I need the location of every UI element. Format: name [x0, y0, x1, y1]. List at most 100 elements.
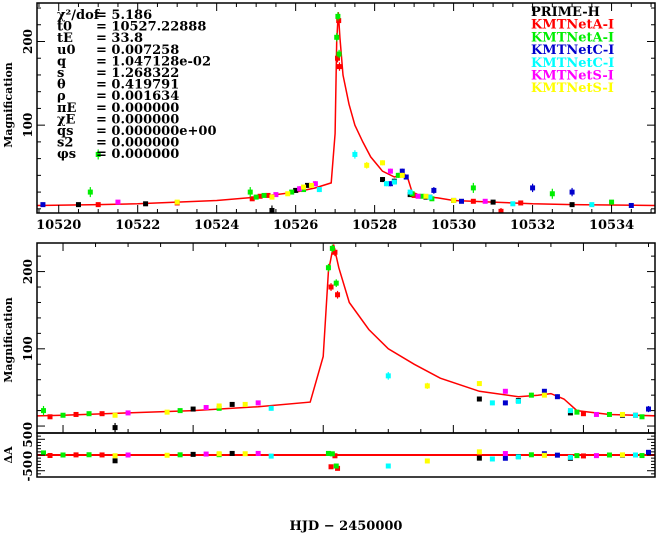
- data-point-kmtnets-i: [541, 392, 547, 398]
- data-point-kmtnets-i: [242, 401, 248, 407]
- data-point-kmtnets-i: [593, 411, 599, 417]
- param-label: ρ: [57, 89, 66, 104]
- data-point-kmtnets-i: [216, 451, 222, 457]
- data-point-kmtneta-i: [177, 452, 183, 458]
- data-point-kmtneta-i: [325, 265, 331, 271]
- data-point-prime-h: [490, 199, 496, 205]
- data-point-kmtnets-i: [285, 191, 291, 197]
- data-point-kmtneta-i: [639, 453, 645, 459]
- param-value: = 0.419791: [96, 78, 179, 93]
- data-point-kmtnets-i: [476, 381, 482, 387]
- data-point-prime-h: [112, 458, 118, 464]
- data-point-kmtnets-i: [112, 412, 118, 418]
- data-point-kmtneta-i: [73, 411, 79, 417]
- data-point-kmtnets-i: [387, 168, 393, 174]
- data-point-kmtneta-i: [332, 453, 338, 459]
- data-point-kmtnets-i: [380, 160, 386, 166]
- y-tick-label: 200: [21, 259, 35, 284]
- data-point-prime-h: [229, 450, 235, 456]
- data-point-kmtneta-i: [328, 464, 334, 470]
- data-point-kmtnetc-i: [383, 181, 389, 187]
- data-point-prime-h: [190, 406, 196, 412]
- y-tick-label: 200: [21, 29, 35, 54]
- y-axis-label-res: ΔA: [2, 446, 15, 464]
- data-point-kmtnetc-i: [567, 408, 573, 414]
- data-point-kmtnetc-i: [515, 398, 521, 404]
- param-value: = 0.007258: [96, 43, 179, 58]
- data-point-kmtnetc-i: [489, 456, 495, 462]
- data-point-kmtnets-i: [203, 405, 209, 411]
- data-point-prime-h: [293, 187, 299, 193]
- data-point-kmtnetc-i: [541, 388, 547, 394]
- param-value: = 10527.22888: [96, 20, 206, 35]
- data-point-kmtneta-i: [86, 452, 92, 458]
- data-point-kmtnetc-i: [567, 454, 573, 460]
- data-point-kmtneta-i: [325, 450, 331, 456]
- param-label: q: [57, 54, 66, 69]
- data-point-kmtnetc-i: [628, 202, 634, 208]
- data-point-prime-h: [190, 451, 196, 457]
- x-tick-label: 10524: [194, 218, 239, 233]
- data-point-kmtneta-i: [470, 185, 476, 191]
- data-point-kmtneta-i: [47, 453, 53, 459]
- data-point-kmtnets-i: [297, 186, 303, 192]
- data-point-kmtnetc-i: [385, 373, 391, 379]
- param-value: = 0.000000: [96, 136, 179, 151]
- data-point-kmtnetc-i: [403, 174, 409, 180]
- data-point-kmtnetc-i: [40, 202, 46, 208]
- data-point-kmtneta-i: [265, 192, 271, 198]
- data-point-kmtneta-i: [329, 451, 335, 457]
- data-point-kmtnetc-i: [530, 185, 536, 191]
- data-point-kmtneta-i: [518, 200, 524, 206]
- data-point-kmtneta-i: [328, 284, 334, 290]
- model-parameters: χ²/dof= 5.186 t0 = 10527.22888 tE = 33.8 u0 = …: [57, 8, 217, 162]
- x-tick-label: 10532: [510, 218, 555, 233]
- x-tick-label: 10528: [352, 218, 397, 233]
- legend-entry: KMTNetC-I: [531, 43, 614, 58]
- data-point-kmtneta-i: [332, 249, 338, 255]
- plot-area: [37, 12, 655, 213]
- x-tick-label: 10520: [36, 218, 81, 233]
- legend-entry: KMTNetA-I: [531, 18, 614, 33]
- data-point-prime-h: [476, 396, 482, 402]
- data-point-kmtneta-i: [419, 193, 425, 199]
- data-point-kmtneta-i: [60, 412, 66, 418]
- y-axis-label-mid: Magnification: [2, 297, 15, 383]
- data-point-kmtnetc-i: [387, 181, 393, 187]
- data-point-kmtnetc-i: [459, 198, 465, 204]
- data-point-prime-h: [476, 455, 482, 461]
- data-point-kmtneta-i: [335, 292, 341, 298]
- param-label: s: [57, 66, 64, 81]
- data-point-kmtneta-i: [336, 18, 342, 24]
- data-point-kmtnets-i: [502, 388, 508, 394]
- param-label: u0: [57, 43, 76, 58]
- data-point-kmtneta-i: [334, 34, 340, 40]
- data-point-kmtnets-i: [541, 452, 547, 458]
- data-point-kmtnets-i: [125, 410, 131, 416]
- data-point-kmtneta-i: [41, 450, 47, 456]
- data-point-kmtnets-i: [269, 194, 275, 200]
- data-point-kmtnets-i: [174, 199, 180, 205]
- data-point-kmtnetc-i: [268, 453, 274, 459]
- data-point-kmtnets-i: [115, 199, 121, 205]
- data-point-kmtnets-i: [593, 453, 599, 459]
- data-point-kmtnetc-i: [352, 151, 358, 157]
- data-point-kmtneta-i: [86, 411, 92, 417]
- data-point-kmtnetc-i: [645, 449, 651, 455]
- legend: PRIME-HKMTNetA-IKMTNetA-IKMTNetC-IKMTNet…: [531, 5, 614, 96]
- param-value: = 33.8: [96, 31, 143, 46]
- data-point-kmtneta-i: [60, 452, 66, 458]
- data-point-kmtneta-i: [261, 192, 267, 198]
- data-point-prime-h: [569, 202, 575, 208]
- data-point-kmtnets-i: [216, 403, 222, 409]
- data-point-kmtnetc-i: [589, 202, 595, 208]
- data-point-kmtnets-i: [502, 451, 508, 457]
- x-tick-label: 10526: [273, 218, 318, 233]
- data-point-kmtnetc-i: [316, 187, 322, 193]
- legend-entry: PRIME-H: [531, 5, 600, 20]
- data-point-kmtneta-i: [41, 408, 47, 414]
- data-point-kmtnetc-i: [632, 412, 638, 418]
- data-point-prime-h: [304, 182, 310, 188]
- data-point-kmtnets-i: [619, 452, 625, 458]
- data-point-kmtnetc-i: [399, 168, 405, 174]
